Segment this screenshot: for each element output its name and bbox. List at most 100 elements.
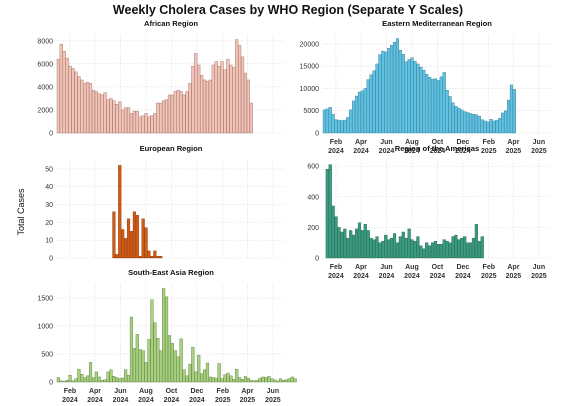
bar [126, 218, 131, 259]
bar [135, 215, 139, 259]
bar [506, 99, 511, 134]
bar [375, 63, 379, 134]
bar [243, 72, 248, 134]
x-tick-label: Oct [432, 264, 444, 271]
bar [170, 94, 174, 134]
bar [232, 67, 236, 134]
bar [112, 376, 116, 383]
bar [112, 211, 116, 259]
bar [445, 240, 449, 259]
bar [71, 68, 75, 134]
bar [217, 65, 221, 134]
x-tick-label: Dec [190, 388, 203, 395]
x-tick-label: 2024 [113, 397, 129, 404]
bar [416, 236, 420, 259]
bar [164, 99, 169, 134]
bar [188, 363, 192, 383]
y-tick-label: 8000 [37, 38, 53, 45]
bar [135, 334, 139, 383]
bar [290, 376, 294, 383]
bar [59, 44, 63, 134]
y-tick-label: 10 [45, 238, 53, 245]
bar [249, 102, 253, 134]
bar [457, 107, 461, 134]
bar [509, 84, 514, 134]
y-tick-label: 0 [315, 256, 319, 263]
y-tick-label: 40 [45, 184, 53, 191]
bar [483, 120, 487, 134]
bar [436, 244, 440, 259]
bar [433, 240, 438, 259]
bar [430, 78, 435, 134]
bar [153, 322, 157, 383]
bar [185, 375, 189, 383]
x-tick-label: 2024 [62, 397, 78, 404]
bar [121, 109, 125, 134]
bar [179, 338, 183, 383]
bar [357, 91, 362, 134]
bar [325, 108, 329, 134]
bar [407, 228, 411, 259]
bar [100, 94, 104, 134]
bar [372, 239, 376, 259]
x-tick-label: 2025 [531, 148, 547, 155]
x-tick-label: 2025 [531, 273, 547, 280]
bar [229, 375, 233, 383]
bar [164, 296, 169, 383]
x-tick-label: 2024 [430, 273, 446, 280]
x-tick-label: Apr [89, 388, 101, 395]
bar [448, 242, 452, 259]
bar [498, 118, 502, 134]
bar [80, 373, 84, 383]
bar [153, 113, 157, 134]
bar [238, 377, 242, 383]
bar [115, 254, 119, 259]
bar [466, 112, 470, 134]
y-tick-label: 20 [45, 220, 53, 227]
x-tick-label: 2024 [138, 397, 154, 404]
bar [121, 377, 125, 383]
bar [138, 116, 142, 134]
bar [404, 237, 408, 259]
panel-south-east-asia-region: South-East Asia Region 0 500 1000 1500 Feb 202… [37, 268, 297, 404]
bar [179, 91, 183, 134]
bar [94, 371, 98, 383]
bar [147, 250, 151, 259]
x-tick-label: Dec [456, 264, 469, 271]
bar [217, 363, 221, 383]
y-tick-label: 50 [45, 166, 53, 173]
bar [492, 120, 496, 134]
bar [448, 96, 452, 134]
bar [501, 112, 505, 134]
bar [410, 57, 414, 134]
bar [86, 375, 90, 383]
bar [182, 369, 186, 383]
bar [369, 74, 373, 134]
bar [68, 375, 72, 383]
bar [372, 70, 376, 134]
bar [162, 100, 166, 134]
x-tick-label: Aug [405, 139, 419, 146]
x-tick-label: 2024 [353, 148, 369, 155]
x-tick-label: 2024 [379, 148, 395, 155]
bar [129, 231, 134, 259]
x-tick-label: Feb [483, 264, 495, 271]
bar [115, 377, 119, 383]
bar [124, 107, 128, 134]
panel-eastern-mediterranean-region: Eastern Mediterranean Region 0 5000 10000 15… [300, 19, 551, 155]
y-tick-label: 2000 [37, 107, 53, 114]
bar [264, 377, 268, 383]
bar [106, 99, 110, 134]
x-tick-label: 2024 [87, 397, 103, 404]
bar [100, 380, 104, 383]
x-tick-label: Feb [483, 139, 495, 146]
bar [261, 376, 265, 383]
y-axis-label: Total Cases [16, 188, 26, 236]
bar [194, 371, 198, 383]
x-tick-label: 2024 [189, 397, 205, 404]
bar [156, 102, 160, 134]
bar [238, 45, 242, 134]
bar [416, 63, 420, 134]
